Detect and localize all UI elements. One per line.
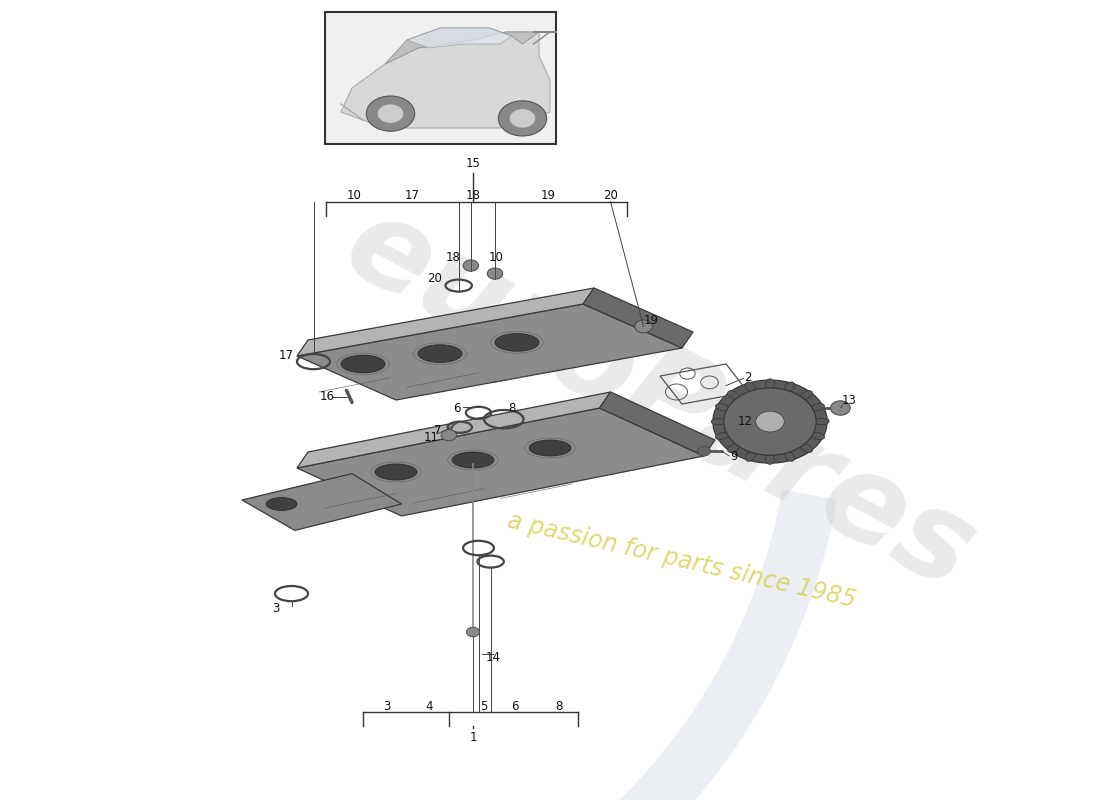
Text: 19: 19 xyxy=(540,189,556,202)
Text: 14: 14 xyxy=(485,651,501,664)
Circle shape xyxy=(463,260,478,271)
Text: 17: 17 xyxy=(278,350,294,362)
Circle shape xyxy=(713,380,827,463)
Text: 9: 9 xyxy=(730,450,737,462)
Ellipse shape xyxy=(375,464,417,480)
Polygon shape xyxy=(600,392,715,456)
Circle shape xyxy=(635,320,652,333)
Ellipse shape xyxy=(727,390,739,399)
Circle shape xyxy=(366,96,415,131)
Text: 18: 18 xyxy=(446,251,461,264)
Polygon shape xyxy=(583,288,693,348)
Circle shape xyxy=(466,627,480,637)
Ellipse shape xyxy=(715,404,729,410)
Ellipse shape xyxy=(746,451,755,462)
Circle shape xyxy=(441,430,456,441)
Ellipse shape xyxy=(766,454,774,464)
Text: 3: 3 xyxy=(384,700,390,713)
Ellipse shape xyxy=(266,498,297,510)
Polygon shape xyxy=(242,474,402,530)
Circle shape xyxy=(487,268,503,279)
Ellipse shape xyxy=(727,444,739,453)
Text: 15: 15 xyxy=(465,157,481,170)
Text: 11: 11 xyxy=(424,431,439,444)
Ellipse shape xyxy=(341,355,385,373)
Ellipse shape xyxy=(529,440,571,456)
Polygon shape xyxy=(297,288,594,356)
Text: 12: 12 xyxy=(737,415,752,428)
Text: 6: 6 xyxy=(512,700,518,713)
Ellipse shape xyxy=(814,418,829,425)
Text: 10: 10 xyxy=(346,189,362,202)
Circle shape xyxy=(830,401,850,415)
Polygon shape xyxy=(297,408,704,516)
Ellipse shape xyxy=(811,433,825,439)
Text: 3: 3 xyxy=(273,602,279,614)
Bar xyxy=(324,12,556,144)
Text: euroPares: euroPares xyxy=(326,186,994,614)
Polygon shape xyxy=(297,392,610,468)
Text: 16: 16 xyxy=(319,390,334,403)
Ellipse shape xyxy=(715,433,729,439)
Ellipse shape xyxy=(418,345,462,362)
Text: 18: 18 xyxy=(465,189,481,202)
Ellipse shape xyxy=(746,382,755,392)
Circle shape xyxy=(697,446,711,456)
Circle shape xyxy=(756,411,784,432)
Ellipse shape xyxy=(785,451,794,462)
Text: 5: 5 xyxy=(481,700,487,713)
Ellipse shape xyxy=(495,334,539,351)
Polygon shape xyxy=(297,304,682,400)
Polygon shape xyxy=(385,28,539,64)
Polygon shape xyxy=(407,28,512,48)
Circle shape xyxy=(377,104,404,123)
Text: a passion for parts since 1985: a passion for parts since 1985 xyxy=(505,508,859,612)
Text: 13: 13 xyxy=(842,394,857,407)
Text: 6: 6 xyxy=(453,402,460,414)
Text: 20: 20 xyxy=(603,189,618,202)
Circle shape xyxy=(724,388,816,455)
Polygon shape xyxy=(341,32,550,128)
Text: 1: 1 xyxy=(470,731,476,744)
Ellipse shape xyxy=(811,404,825,410)
Ellipse shape xyxy=(766,379,774,389)
Circle shape xyxy=(509,109,536,128)
Ellipse shape xyxy=(711,418,726,425)
Ellipse shape xyxy=(801,444,813,453)
Text: 17: 17 xyxy=(405,189,420,202)
Circle shape xyxy=(498,101,547,136)
Text: 19: 19 xyxy=(644,314,659,326)
Ellipse shape xyxy=(785,382,794,392)
Text: 2: 2 xyxy=(745,371,751,384)
Ellipse shape xyxy=(801,390,813,399)
Text: 20: 20 xyxy=(427,272,442,285)
Text: 10: 10 xyxy=(488,251,504,264)
Text: 7: 7 xyxy=(434,424,441,437)
Text: 4: 4 xyxy=(426,700,432,713)
Text: 8: 8 xyxy=(508,402,515,415)
Ellipse shape xyxy=(452,452,494,468)
Text: 8: 8 xyxy=(556,700,562,713)
